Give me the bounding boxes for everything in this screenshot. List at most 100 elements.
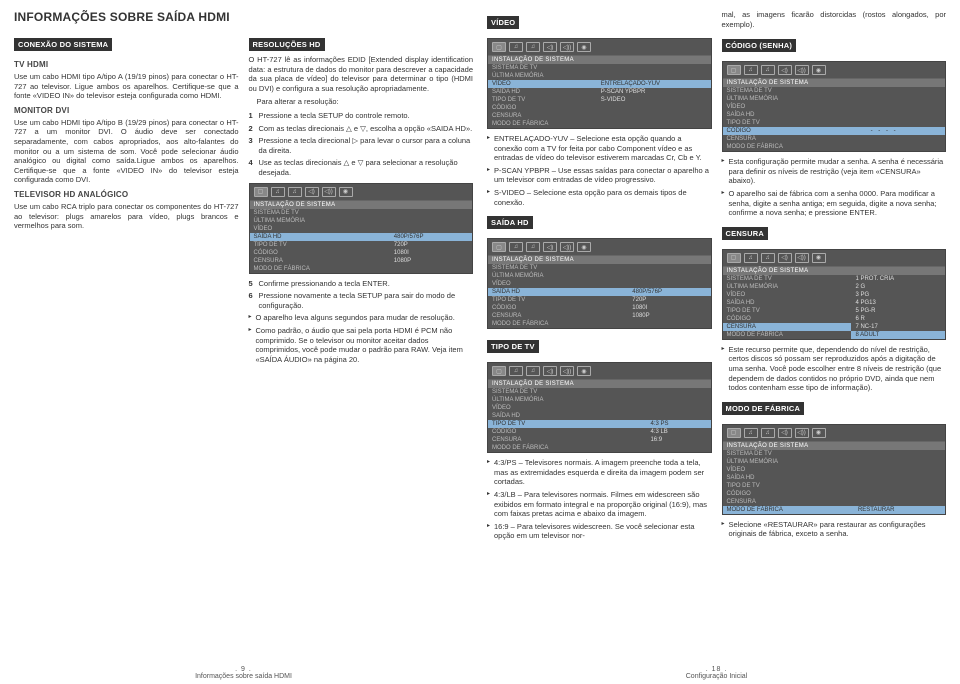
music-icon: ♫: [526, 242, 540, 252]
menu-value: 480P/576P: [628, 288, 710, 296]
menu-label: TIPO DE TV: [488, 296, 628, 304]
subhead: TV HDMI: [14, 60, 239, 69]
menu-label: CÓDIGO: [250, 249, 390, 257]
music-icon: ♫: [761, 253, 775, 263]
menu-value: 16:9: [646, 436, 710, 444]
menu-label: MODO DE FÁBRICA: [488, 444, 646, 452]
section-header: TIPO DE TV: [487, 340, 539, 353]
menu-value: [597, 104, 711, 112]
menu-icons: ▢♫♫◁)◁))◉: [723, 250, 946, 267]
audio-icon: ◁): [778, 428, 792, 438]
audio-icon: ◁): [778, 253, 792, 263]
music-icon: ♫: [509, 242, 523, 252]
bullet: Este recurso permite que, dependendo do …: [722, 345, 947, 393]
step: 2Com as teclas direcionais △ e ▽, escolh…: [249, 124, 474, 134]
menu-value: [867, 87, 945, 95]
menu-label: CÓDIGO: [488, 304, 628, 312]
section-header: VÍDEO: [487, 16, 519, 29]
audio-icon: ◁): [543, 242, 557, 252]
menu-value: P-SCAN YPBPR: [597, 88, 711, 96]
tv-icon: ▢: [492, 366, 506, 376]
audio-icon: ◁)): [560, 366, 574, 376]
paragraph: mal, as imagens ficarão distorcidas (ros…: [722, 10, 947, 29]
section-header: SAÍDA HD: [487, 216, 533, 229]
music-icon: ♫: [509, 42, 523, 52]
menu-label: SISTEMA DE TV: [488, 264, 628, 272]
footer-text: Configuração Inicial: [487, 673, 946, 680]
tv-icon: ▢: [727, 428, 741, 438]
audio-icon: ◁): [778, 65, 792, 75]
bullet: Selecione «RESTAURAR» para restaurar as …: [722, 520, 947, 539]
menu-value: [597, 120, 711, 128]
music-icon: ♫: [744, 65, 758, 75]
disc-icon: ◉: [812, 65, 826, 75]
menu-value: [854, 498, 945, 506]
menu-label: TIPO DE TV: [723, 119, 867, 127]
menu-label: VÍDEO: [250, 225, 390, 233]
bullet: Como padrão, o áudio que sai pela porta …: [249, 326, 474, 364]
disc-icon: ◉: [812, 428, 826, 438]
menu-value: 4 PG13: [851, 299, 945, 307]
menu-label: VÍDEO: [723, 466, 854, 474]
menu-label: SAÍDA HD: [488, 88, 597, 96]
menu-label: VÍDEO: [723, 291, 852, 299]
tv-icon: ▢: [727, 65, 741, 75]
menu-value: 7 NC-17: [851, 323, 945, 331]
menu-table: SISTEMA DE TV ÚLTIMA MEMÓRIA VÍDEOENTREL…: [488, 64, 711, 128]
tv-icon: ▢: [492, 42, 506, 52]
menu-label: SAÍDA HD: [488, 288, 628, 296]
menu-value: RESTAURAR: [854, 506, 945, 514]
menu-title: INSTALAÇÃO DE SISTEMA: [488, 56, 711, 64]
bullet: ENTRELAÇADO-YUV – Selecione esta opção q…: [487, 134, 712, 163]
audio-icon: ◁)): [795, 428, 809, 438]
menu-label: ÚLTIMA MEMÓRIA: [250, 217, 390, 225]
osd-menu: ▢♫♫◁)◁))◉ INSTALAÇÃO DE SISTEMA SISTEMA …: [722, 424, 947, 515]
menu-label: SAÍDA HD: [250, 233, 390, 241]
menu-label: MODO DE FÁBRICA: [488, 120, 597, 128]
music-icon: ♫: [744, 428, 758, 438]
paragraph: Use um cabo HDMI tipo A/tipo B (19/29 pi…: [14, 118, 239, 185]
page-number: . 18 .: [487, 666, 946, 673]
menu-label: CENSURA: [723, 323, 852, 331]
menu-value: 720P: [628, 296, 710, 304]
menu-value: ENTRELAÇADO-YUV: [597, 80, 711, 88]
bullet: P-SCAN YPBPR – Use essas saídas para con…: [487, 166, 712, 185]
menu-value: [867, 119, 945, 127]
menu-value: [597, 112, 711, 120]
step-text: Com as teclas direcionais △ e ▽, escolha…: [259, 124, 473, 133]
step: 4Use as teclas direcionais △ e ▽ para se…: [249, 158, 474, 177]
menu-value: 4:3 LB: [646, 428, 710, 436]
menu-label: VÍDEO: [488, 404, 646, 412]
osd-menu: ▢♫♫◁)◁))◉ INSTALAÇÃO DE SISTEMA SISTEMA …: [487, 38, 712, 129]
audio-icon: ◁): [543, 42, 557, 52]
menu-label: CENSURA: [723, 498, 854, 506]
menu-table: SISTEMA DE TV ÚLTIMA MEMÓRIA VÍDEO SAÍDA…: [488, 264, 711, 328]
disc-icon: ◉: [812, 253, 826, 263]
audio-icon: ◁): [543, 366, 557, 376]
menu-label: ÚLTIMA MEMÓRIA: [488, 72, 597, 80]
osd-menu: ▢♫♫◁)◁))◉ INSTALAÇÃO DE SISTEMA SISTEMA …: [722, 249, 947, 340]
menu-label: SAÍDA HD: [723, 474, 854, 482]
bullet: 16:9 – Para televisores widescreen. Se v…: [487, 522, 712, 541]
paragraph: Use um cabo HDMI tipo A/tipo A (19/19 pi…: [14, 72, 239, 101]
menu-label: SISTEMA DE TV: [723, 275, 852, 283]
step-text: Pressione a tecla direcional ▷ para leva…: [259, 136, 471, 155]
menu-value: 720P: [390, 241, 472, 249]
menu-title: INSTALAÇÃO DE SISTEMA: [250, 201, 473, 209]
menu-value: [390, 225, 472, 233]
page-columns: VÍDEO ▢♫♫◁)◁))◉ INSTALAÇÃO DE SISTEMA SI…: [487, 10, 946, 660]
music-icon: ♫: [761, 65, 775, 75]
menu-label: CÓDIGO: [723, 315, 852, 323]
menu-label: SISTEMA DE TV: [250, 209, 390, 217]
menu-label: TIPO DE TV: [488, 96, 597, 104]
menu-value: 2 G: [851, 283, 945, 291]
menu-value: [628, 280, 710, 288]
menu-value: [628, 272, 710, 280]
bullet: O aparelho leva alguns segundos para mud…: [249, 313, 474, 323]
menu-value: [867, 111, 945, 119]
disc-icon: ◉: [339, 187, 353, 197]
music-icon: ♫: [744, 253, 758, 263]
menu-value: 1080I: [628, 304, 710, 312]
menu-label: ÚLTIMA MEMÓRIA: [723, 283, 852, 291]
menu-label: TIPO DE TV: [723, 307, 852, 315]
